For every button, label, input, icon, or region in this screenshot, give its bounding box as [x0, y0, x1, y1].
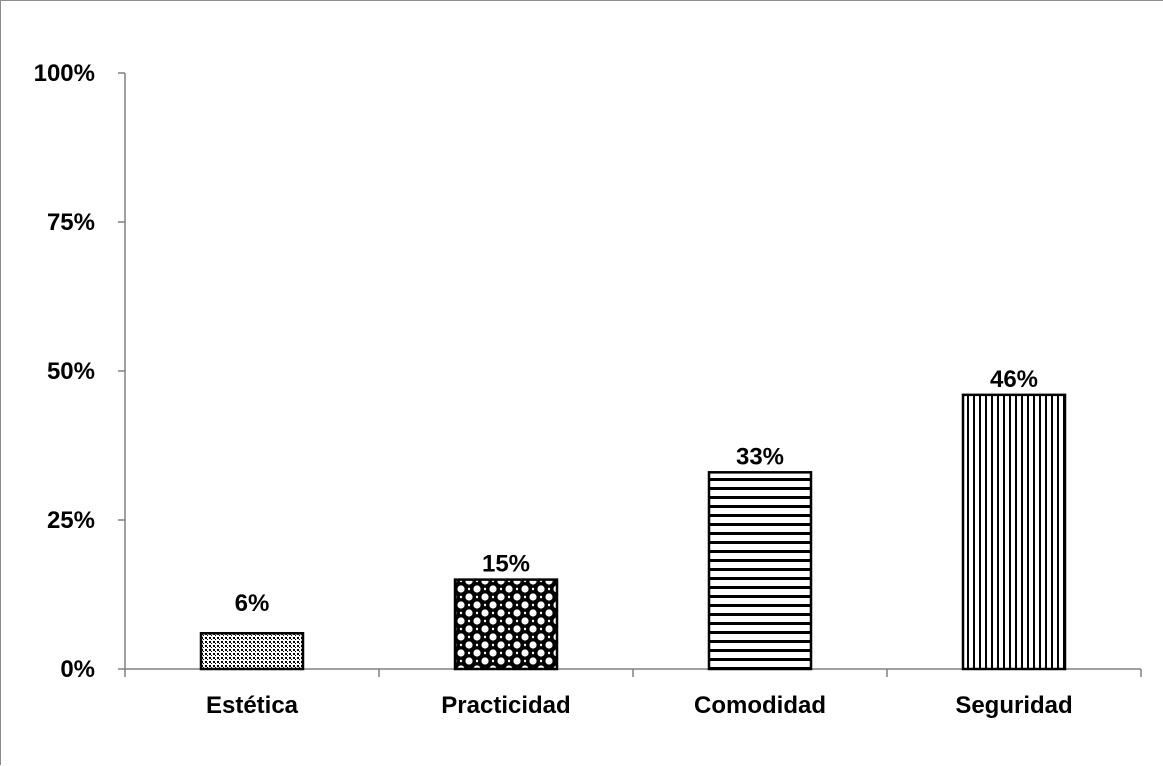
- bar-comodidad: [707, 471, 813, 671]
- bar-estetica: [199, 631, 305, 671]
- bar-seguridad: [961, 393, 1067, 671]
- x-category-label: Estética: [206, 692, 299, 719]
- y-tick-label: 50%: [47, 358, 95, 385]
- x-category-label: Comodidad: [694, 692, 826, 719]
- labels: 6% Estética 15% Practicidad 33% Comodidad 46% S…: [206, 366, 1073, 719]
- bar-practicidad: [453, 578, 559, 671]
- data-label: 46%: [990, 366, 1038, 393]
- y-tick-label: 0%: [60, 656, 95, 683]
- y-tick-label: 75%: [47, 209, 95, 236]
- data-label: 15%: [482, 551, 530, 578]
- x-category-label: Seguridad: [955, 692, 1072, 719]
- bars: [199, 393, 1067, 671]
- data-label: 33%: [736, 443, 784, 470]
- y-tick-label: 100%: [34, 60, 95, 87]
- x-category-label: Practicidad: [441, 692, 570, 719]
- y-axis-ticks: 0% 25% 50% 75% 100%: [34, 60, 125, 683]
- y-tick-label: 25%: [47, 507, 95, 534]
- data-label: 6%: [235, 590, 270, 617]
